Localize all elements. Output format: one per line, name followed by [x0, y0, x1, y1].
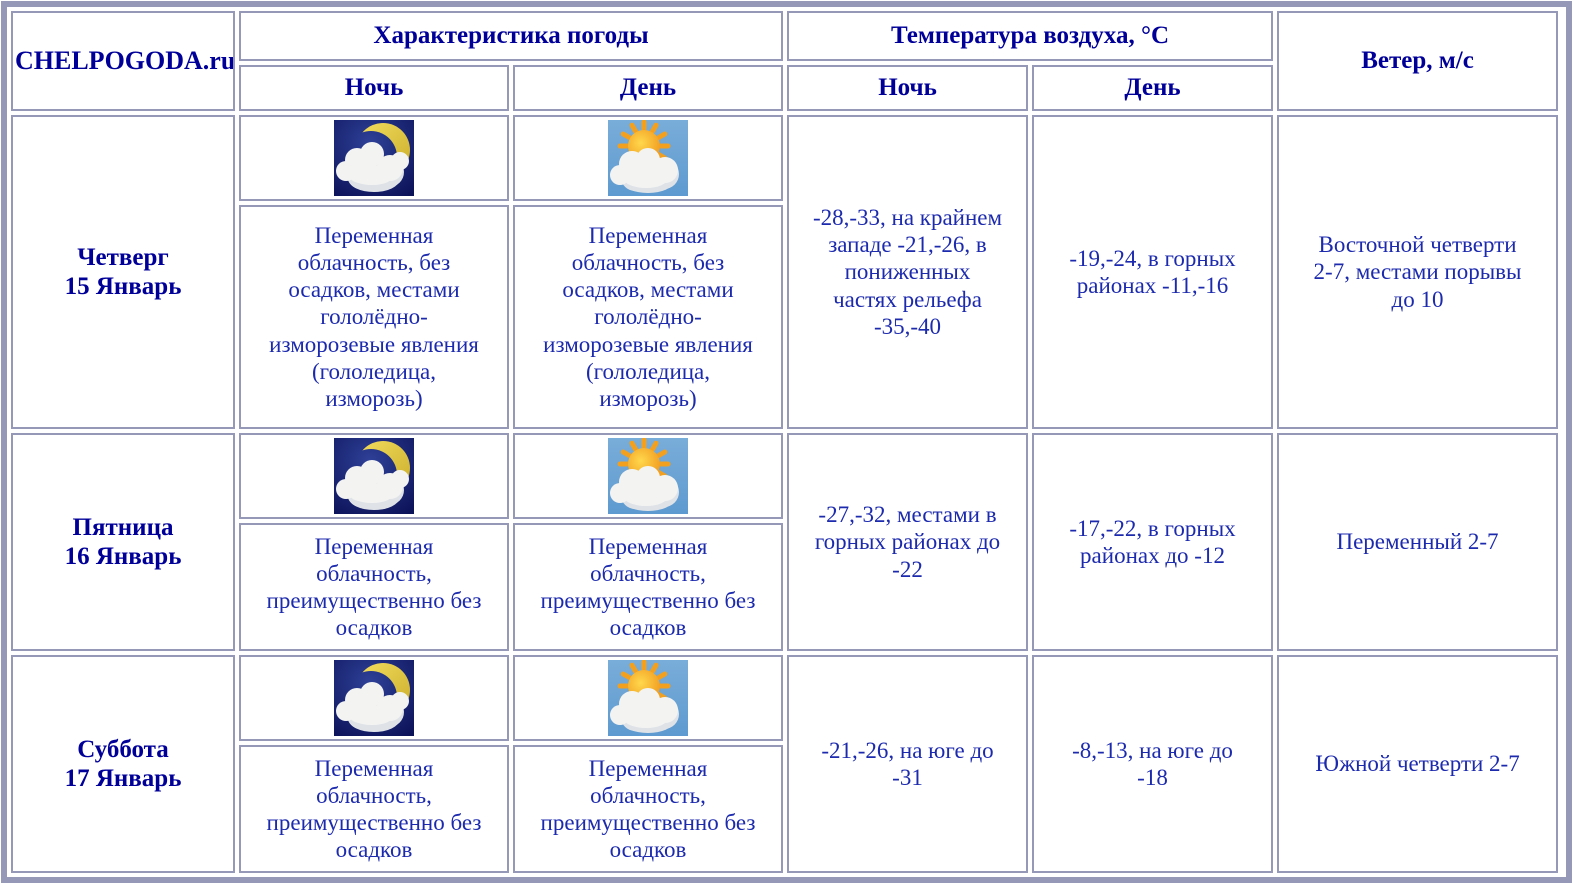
header-characteristics-day: День	[513, 65, 783, 111]
day-weather-icon-box	[513, 115, 783, 201]
night-weather-icon-box	[239, 433, 509, 519]
forecast-row: Суббота 17 Январь Переменная облачность,…	[11, 655, 1559, 873]
night-weather-description: Переменная облачность, без осадков, мест…	[239, 205, 509, 429]
day-weather-description: Переменная облачность, без осадков, мест…	[513, 205, 783, 429]
night-weather-description: Переменная облачность, преимущественно б…	[239, 523, 509, 651]
night-weather-description: Переменная облачность, преимущественно б…	[239, 745, 509, 873]
day-label: Пятница 16 Январь	[11, 433, 235, 651]
forecast-table: CHELPOGODA.ru Характеристика погоды Темп…	[7, 7, 1562, 877]
night-weather-icon-box	[239, 115, 509, 201]
day-weather-description: Переменная облачность, преимущественно б…	[513, 745, 783, 873]
night-temperature: -27,-32, местами в горных районах до -22	[787, 433, 1028, 651]
day-temperature: -8,-13, на юге до -18	[1032, 655, 1274, 873]
day-weather-icon-box	[513, 433, 783, 519]
sun-clouds-icon	[608, 660, 688, 736]
header-wind: Ветер, м/с	[1277, 11, 1559, 111]
header-row-groups: CHELPOGODA.ru Характеристика погоды Темп…	[11, 11, 1559, 111]
forecast-row: Четверг 15 Январь Переменная облачность,…	[11, 115, 1559, 429]
header-characteristics-night: Ночь	[239, 65, 509, 111]
header-characteristics: Характеристика погоды	[239, 11, 783, 61]
day-weather-description: Переменная облачность, преимущественно б…	[513, 523, 783, 651]
day-characteristic-cell: Переменная облачность, преимущественно б…	[513, 433, 783, 651]
site-logo: CHELPOGODA.ru	[11, 11, 235, 111]
header-temperature-day: День	[1032, 65, 1274, 111]
night-weather-icon-box	[239, 655, 509, 741]
moon-clouds-icon	[334, 660, 414, 736]
night-temperature: -28,-33, на крайнем западе -21,-26, в по…	[787, 115, 1028, 429]
wind-forecast: Переменный 2-7	[1277, 433, 1559, 651]
header-temperature: Температура воздуха, °С	[787, 11, 1274, 61]
day-temperature: -19,-24, в горных районах -11,-16	[1032, 115, 1274, 429]
night-characteristic-cell: Переменная облачность, преимущественно б…	[239, 655, 509, 873]
day-label: Четверг 15 Январь	[11, 115, 235, 429]
day-temperature: -17,-22, в горных районах до -12	[1032, 433, 1274, 651]
day-characteristic-cell: Переменная облачность, без осадков, мест…	[513, 115, 783, 429]
night-characteristic-cell: Переменная облачность, без осадков, мест…	[239, 115, 509, 429]
wind-forecast: Восточной четверти 2-7, местами порывы д…	[1277, 115, 1559, 429]
forecast-row: Пятница 16 Январь Переменная облачность,…	[11, 433, 1559, 651]
sun-clouds-icon	[608, 438, 688, 514]
header-temperature-night: Ночь	[787, 65, 1028, 111]
day-label: Суббота 17 Январь	[11, 655, 235, 873]
night-characteristic-cell: Переменная облачность, преимущественно б…	[239, 433, 509, 651]
moon-clouds-icon	[334, 120, 414, 196]
moon-clouds-icon	[334, 438, 414, 514]
sun-clouds-icon	[608, 120, 688, 196]
wind-forecast: Южной четверти 2-7	[1277, 655, 1559, 873]
day-weather-icon-box	[513, 655, 783, 741]
night-temperature: -21,-26, на юге до -31	[787, 655, 1028, 873]
day-characteristic-cell: Переменная облачность, преимущественно б…	[513, 655, 783, 873]
header-row-subcolumns: Ночь День Ночь День	[11, 65, 1558, 111]
